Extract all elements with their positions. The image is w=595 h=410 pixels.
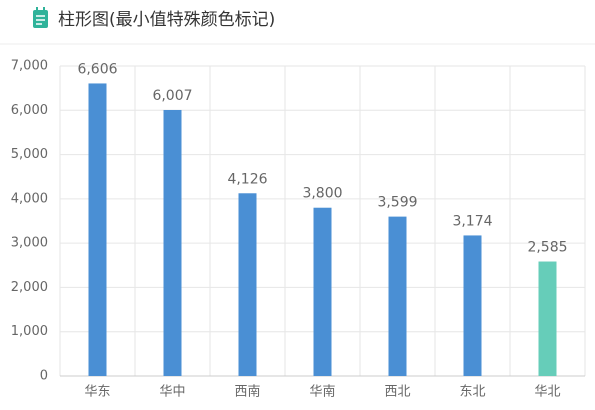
x-tick-label: 西北 [384, 385, 410, 400]
title-icon [33, 7, 48, 28]
value-label: 3,800 [302, 186, 342, 202]
bar [88, 83, 107, 376]
x-tick-label: 华中 [159, 385, 185, 400]
bar [163, 109, 182, 377]
chart-title: 柱形图(最小值特殊颜色标记) [58, 10, 275, 30]
y-tick-label: 1,000 [11, 324, 48, 339]
y-tick-label: 2,000 [11, 280, 48, 295]
y-tick-label: 5,000 [11, 147, 48, 162]
value-label: 3,599 [377, 195, 417, 211]
bar [313, 207, 332, 376]
bar [463, 235, 482, 376]
value-label: 3,174 [452, 213, 492, 229]
y-tick-label: 0 [40, 369, 48, 384]
bar [238, 193, 257, 376]
x-tick-label: 西南 [234, 384, 260, 400]
y-tick-label: 7,000 [11, 59, 48, 74]
x-tick-label: 华东 [84, 385, 110, 400]
x-tick-label: 东北 [459, 385, 485, 400]
value-label: 2,585 [527, 240, 567, 256]
value-label: 4,126 [227, 171, 267, 187]
x-tick-label: 华南 [309, 384, 335, 400]
y-tick-label: 3,000 [11, 236, 48, 251]
value-label: 6,606 [77, 61, 117, 77]
y-tick-label: 4,000 [11, 191, 48, 206]
value-label: 6,007 [152, 88, 192, 104]
bar [388, 216, 407, 376]
bar [538, 261, 557, 376]
x-tick-label: 华北 [534, 385, 560, 400]
y-tick-label: 6,000 [11, 103, 48, 118]
